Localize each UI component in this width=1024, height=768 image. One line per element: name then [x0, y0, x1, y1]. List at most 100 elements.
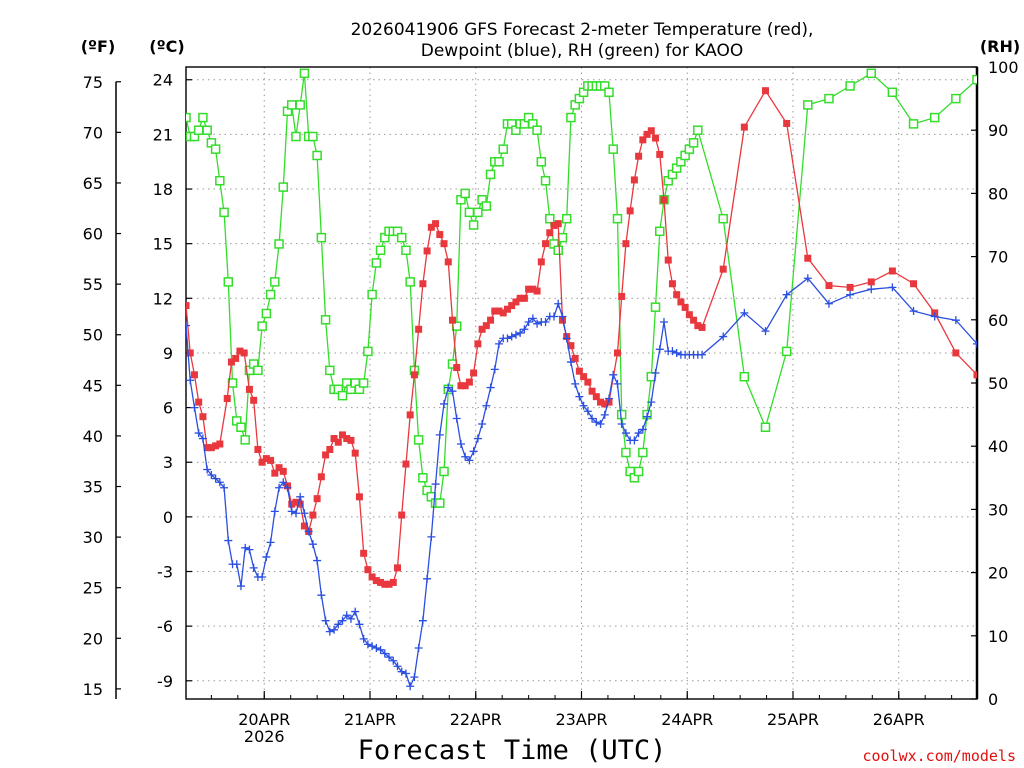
temperature-point [567, 342, 575, 350]
fahrenheit-tick-label: 25 [83, 579, 103, 598]
dewpoint-point [617, 419, 626, 428]
dewpoint-point [186, 321, 190, 330]
dewpoint-point [266, 538, 275, 547]
temperature-point [613, 349, 621, 357]
temperature-point [867, 278, 875, 286]
dewpoint-point [232, 560, 241, 569]
temperature-point [288, 500, 296, 508]
celsius-tick-label: 6 [163, 399, 173, 418]
celsius-tick-label: 21 [153, 125, 173, 144]
temperature-point [385, 580, 393, 588]
rh-point [316, 232, 327, 243]
rh-point [887, 87, 898, 98]
dewpoint-point [490, 365, 499, 374]
rh-point [396, 232, 407, 243]
temperature-point [254, 445, 262, 453]
dewpoint-point [414, 644, 423, 653]
rh-point [545, 213, 555, 224]
dewpoint-point [698, 350, 707, 359]
rh-point [274, 239, 284, 249]
dewpoint-point [596, 419, 605, 428]
temperature-point [190, 371, 198, 379]
temperature-point [673, 291, 681, 299]
temperature-point [825, 282, 833, 290]
rh-tick-label: 60 [988, 311, 1008, 330]
rh-point [824, 93, 834, 104]
dewpoint-point [215, 478, 224, 487]
dewpoint-point [262, 552, 271, 561]
dewpoint-point [588, 414, 597, 423]
rh-point [435, 498, 445, 508]
x-tick-label: 24APR [661, 710, 713, 729]
temperature-point [398, 511, 406, 519]
rh-point [540, 176, 551, 186]
celsius-tick-label: 15 [153, 235, 173, 254]
dewpoint-point [321, 616, 330, 625]
temperature-point [512, 298, 520, 306]
dewpoint-point [440, 399, 449, 408]
temperature-point [322, 451, 330, 459]
gridlines [186, 67, 977, 699]
fahrenheit-tick-label: 35 [83, 478, 103, 497]
temperature-point [516, 294, 524, 302]
rh-point [845, 81, 855, 91]
dewpoint-point [376, 645, 385, 654]
dewpoint-point [803, 274, 812, 283]
temperature-point [258, 458, 266, 466]
dewpoint-point [520, 325, 529, 334]
rh-point [561, 213, 572, 224]
dewpoint-point [325, 627, 334, 636]
dewpoint-point [583, 407, 592, 416]
rh-tick-label: 30 [988, 500, 1008, 519]
temperature-point [292, 498, 300, 506]
dewpoint-point [448, 387, 457, 396]
temperature-point [300, 522, 308, 530]
rh-point [608, 144, 618, 154]
rh-point [367, 289, 377, 300]
temperature-point [495, 307, 503, 315]
dewpoint-point [600, 410, 609, 419]
temperature-point [410, 371, 418, 379]
temperature-point [542, 240, 550, 248]
temperature-point [520, 294, 528, 302]
dewpoint-point [190, 403, 199, 412]
dewpoint-point [609, 370, 618, 379]
dewpoint-point [456, 440, 465, 449]
dewpoint-point [258, 572, 267, 581]
rh-point [739, 371, 750, 382]
dewpoint-point [465, 456, 474, 465]
temperature-point [575, 367, 583, 375]
fahrenheit-tick-label: 60 [83, 225, 103, 244]
dewpoint-point [338, 616, 347, 625]
temperature-point [389, 578, 397, 586]
temperature-point [677, 298, 685, 306]
rh-point [473, 207, 483, 218]
dewpoint-point [554, 299, 563, 308]
dewpoint-point [275, 483, 284, 492]
rh-point [633, 466, 644, 477]
rh-point [291, 131, 301, 142]
rh-point [481, 201, 492, 211]
fahrenheit-tick-label: 45 [83, 376, 103, 395]
temperature-point [360, 549, 368, 557]
rh-point [257, 321, 267, 331]
temperature-point [546, 229, 554, 237]
dewpoint-point [279, 478, 288, 487]
celsius-tick-label: 12 [153, 289, 173, 308]
rh-point [655, 226, 665, 237]
dewpoint-point [368, 642, 377, 651]
temperature-point [262, 455, 270, 463]
dewpoint-point [355, 620, 364, 629]
temperature-point [554, 220, 562, 228]
fahrenheit-tick-label: 20 [83, 629, 103, 648]
temperature-point [487, 316, 495, 324]
rh-point [236, 422, 246, 432]
rh-point [781, 346, 792, 357]
dewpoint-point [473, 434, 482, 443]
dewpoint-point [613, 379, 622, 388]
dewpoint-point [528, 314, 537, 323]
temperature-point [279, 467, 287, 475]
temperature-point [186, 349, 194, 357]
temperature-point [267, 456, 275, 464]
